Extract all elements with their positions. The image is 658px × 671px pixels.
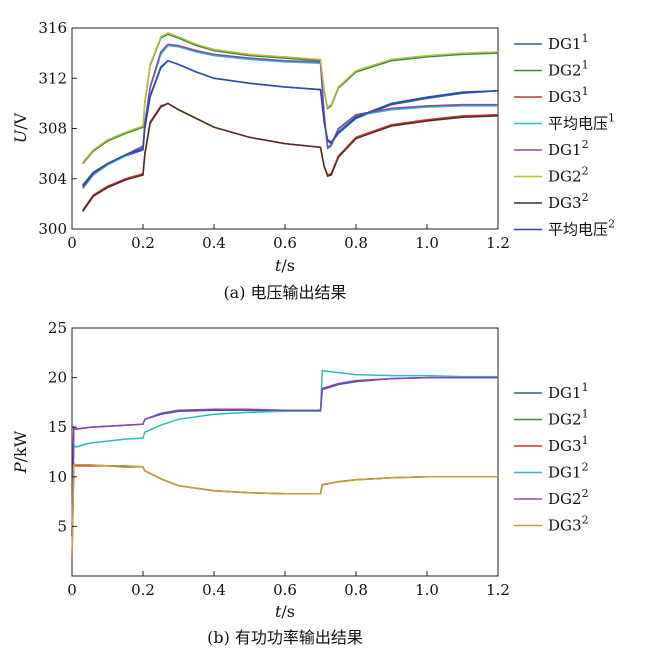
y-tick-label: 5 [57, 517, 67, 535]
x-tick-label: 0.4 [202, 581, 226, 599]
power-series-group [71, 369, 498, 557]
power-chart: 0 0.2 0.4 0.6 0.8 1.0 1.2 5 10 15 20 25 P/kW t/s (b… [11, 319, 589, 647]
x-tick-label: 0.8 [344, 234, 368, 252]
legend-label: DG11 [548, 381, 589, 402]
y-tick-label: 20 [48, 369, 67, 387]
series-line-5 [82, 43, 498, 188]
x-tick-label: 0 [67, 581, 77, 599]
y-tick-label: 308 [38, 120, 67, 138]
legend-label: DG31 [548, 434, 589, 455]
x-tick-label: 1.2 [486, 234, 510, 252]
y-tick-label: 300 [38, 220, 67, 238]
y-tick-label: 10 [48, 468, 67, 486]
series-line-5 [71, 376, 498, 537]
series-line-4 [71, 369, 498, 537]
x-tick-label: 1.0 [415, 234, 439, 252]
power-ticks: 0 0.2 0.4 0.6 0.8 1.0 1.2 5 10 15 20 25 [48, 319, 510, 599]
voltage-x-axis-label: t/s [275, 256, 295, 275]
x-tick-label: 0.6 [273, 581, 297, 599]
x-tick-label: 1.2 [486, 581, 510, 599]
y-tick-label: 312 [38, 69, 67, 87]
voltage-caption: (a) 电压输出结果 [223, 283, 346, 302]
series-line-6 [82, 32, 499, 163]
power-x-axis-label: t/s [275, 602, 295, 621]
series-line-2 [82, 33, 499, 165]
legend-label: DG32 [548, 514, 589, 535]
voltage-y-axis-label: U/V [11, 112, 30, 143]
x-tick-label: 0.2 [131, 234, 155, 252]
legend-label: DG32 [548, 191, 589, 212]
legend-label: DG11 [548, 32, 589, 53]
series-line-2 [71, 462, 498, 557]
x-tick-label: 0.6 [273, 234, 297, 252]
legend-label: DG31 [548, 85, 589, 106]
voltage-chart: 0 0.2 0.4 0.6 0.8 1.0 1.2 300 304 308 312 316 U/V t… [11, 19, 615, 302]
y-tick-label: 25 [48, 319, 67, 337]
series-line-3 [71, 463, 498, 557]
voltage-series-group [82, 32, 499, 212]
series-line-7 [82, 102, 499, 212]
x-tick-label: 0.2 [131, 581, 155, 599]
voltage-legend: DG11 DG21 DG31 平均电压1 DG12 DG22 DG32 平均电压2 [514, 32, 615, 239]
x-tick-label: 0.4 [202, 234, 226, 252]
series-line-1 [71, 376, 498, 537]
y-tick-label: 304 [38, 170, 67, 188]
legend-label: DG22 [548, 165, 589, 186]
x-tick-label: 1.0 [415, 581, 439, 599]
legend-label: 平均电压2 [548, 218, 615, 239]
legend-label: DG12 [548, 461, 589, 482]
legend-label: 平均电压1 [548, 112, 615, 133]
x-tick-label: 0 [67, 234, 77, 252]
power-y-axis-label: P/kW [11, 430, 30, 474]
series-line-6 [71, 464, 498, 557]
y-tick-label: 15 [48, 418, 67, 436]
power-plot-frame [71, 327, 499, 577]
legend-label: DG12 [548, 138, 589, 159]
x-tick-label: 0.8 [344, 581, 368, 599]
power-caption: (b) 有功功率输出结果 [207, 628, 363, 647]
legend-label: DG21 [548, 408, 589, 429]
voltage-ticks: 0 0.2 0.4 0.6 0.8 1.0 1.2 300 304 308 312 316 [38, 19, 510, 252]
legend-label: DG22 [548, 487, 589, 508]
y-tick-label: 316 [38, 19, 67, 37]
power-legend: DG11 DG21 DG31 DG12 DG22 DG32 [514, 381, 589, 535]
legend-label: DG21 [548, 59, 589, 80]
series-line-8 [82, 59, 499, 187]
